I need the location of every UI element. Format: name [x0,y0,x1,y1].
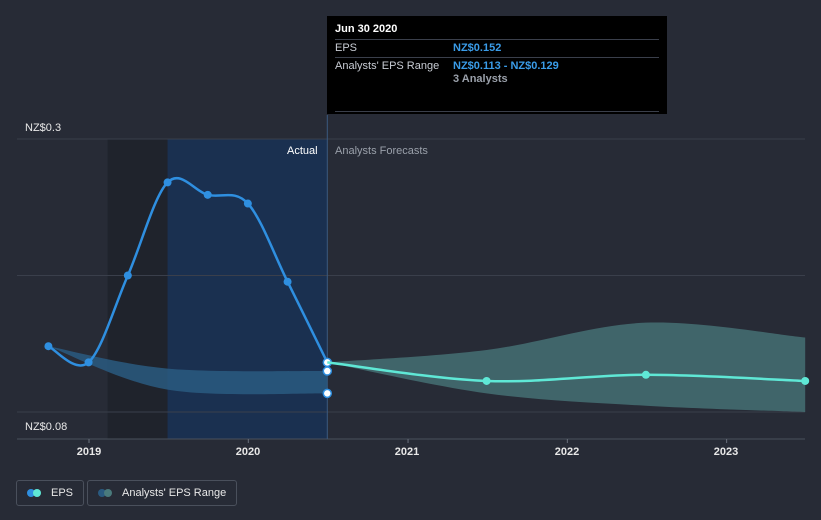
tooltip-date: Jun 30 2020 [335,23,398,35]
actual-region-label: Actual [287,145,318,157]
eps-point-6 [283,277,292,286]
x-tick-2019: 2019 [76,446,102,458]
tooltip-eps-value: NZ$0.152 [453,42,502,54]
forecast-point-3 [801,376,810,385]
x-tick-2021: 2021 [394,446,420,458]
legend-range-label: Analysts' EPS Range [122,487,227,499]
past-shade [107,139,168,439]
range-high-point [322,366,333,376]
range-legend-icon [98,489,114,497]
eps-point-3 [163,178,172,187]
y-axis-label-top: NZ$0.3 [25,122,62,134]
forecast-region-label: Analysts Forecasts [335,145,428,157]
x-tick-2020: 2020 [235,446,261,458]
legend-eps-label: EPS [51,487,74,499]
eps-point-2 [123,271,132,280]
eps-point-1 [84,358,93,367]
legend-analysts-range[interactable]: Analysts' EPS Range [87,480,238,506]
forecast-line [327,361,806,383]
forecast-point-2 [641,370,650,379]
y-axis-label-bottom: NZ$0.08 [25,421,68,433]
tooltip-analysts-count: 3 Analysts [453,73,508,85]
forecast-range-band [327,322,806,412]
eps-legend-icon [27,489,43,497]
legend-eps[interactable]: EPS [16,480,85,506]
tooltip-eps-row: EPS NZ$0.152 [335,39,659,57]
x-tick-2022: 2022 [554,446,580,458]
tooltip-range-row: Analysts' EPS Range NZ$0.113 - NZ$0.129 … [335,57,659,112]
actual-range-band [48,346,328,395]
forecast-point-1 [482,376,491,385]
tooltip-eps-label: EPS [335,42,358,54]
eps-point-4 [203,190,212,199]
eps-point-0 [44,342,53,351]
eps-point-5 [243,199,252,208]
tooltip-range-label: Analysts' EPS Range [335,60,440,72]
hover-tooltip: Jun 30 2020 EPS NZ$0.152 Analysts' EPS R… [327,16,667,114]
tooltip-range-value: NZ$0.113 - NZ$0.129 [453,60,559,72]
x-tick-2023: 2023 [713,446,739,458]
range-low-point [322,388,333,399]
